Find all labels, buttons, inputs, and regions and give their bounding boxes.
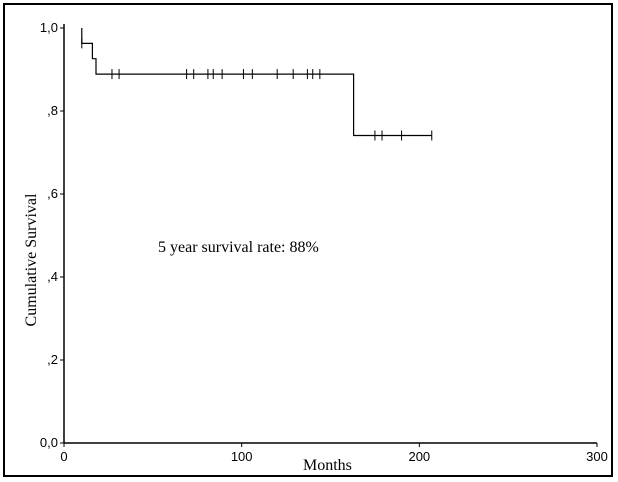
x-axis-ticks: 0 100 200 300 bbox=[60, 443, 608, 464]
y-axis-ticks: 0,0 ,2 ,4 ,6 ,8 1,0 bbox=[40, 20, 64, 450]
survival-step-line bbox=[81, 28, 432, 137]
y-tick-label: ,6 bbox=[47, 186, 58, 201]
x-tick-label: 0 bbox=[60, 449, 67, 464]
censor-marks bbox=[81, 38, 433, 141]
y-tick-label: ,8 bbox=[47, 103, 58, 118]
y-tick-label: 1,0 bbox=[40, 20, 58, 35]
survival-rate-annotation: 5 year survival rate: 88% bbox=[158, 239, 319, 256]
y-axis-title: Cumulative Survival bbox=[23, 193, 40, 326]
y-tick-label: ,4 bbox=[47, 269, 58, 284]
y-tick-label: 0,0 bbox=[40, 435, 58, 450]
chart-frame bbox=[3, 3, 613, 477]
x-tick-label: 200 bbox=[408, 449, 430, 464]
x-tick-label: 100 bbox=[231, 449, 253, 464]
x-axis-title: Months bbox=[303, 457, 352, 474]
y-tick-label: ,2 bbox=[47, 352, 58, 367]
x-tick-label: 300 bbox=[586, 449, 608, 464]
